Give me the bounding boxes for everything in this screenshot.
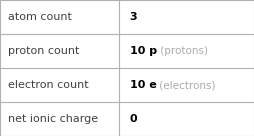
Text: electron count: electron count: [8, 80, 88, 90]
Text: 10 e: 10 e: [130, 80, 156, 90]
Text: atom count: atom count: [8, 12, 71, 22]
Text: 0: 0: [130, 114, 137, 124]
Text: (protons): (protons): [157, 46, 208, 56]
Text: 3: 3: [130, 12, 137, 22]
Text: (electrons): (electrons): [156, 80, 216, 90]
Text: proton count: proton count: [8, 46, 79, 56]
Text: 10 p: 10 p: [130, 46, 157, 56]
Text: net ionic charge: net ionic charge: [8, 114, 98, 124]
